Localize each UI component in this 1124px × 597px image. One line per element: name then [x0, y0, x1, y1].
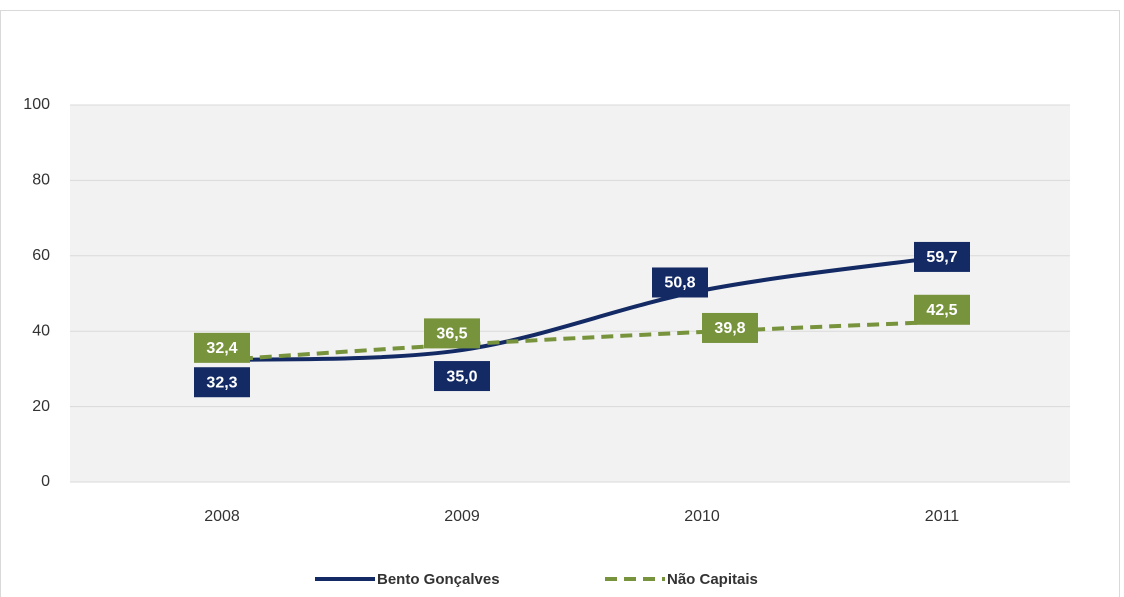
y-tick-label: 0 — [41, 473, 50, 490]
x-tick-label: 2011 — [925, 508, 960, 525]
data-label-box — [194, 332, 250, 363]
data-label: 59,7 — [926, 249, 957, 266]
data-label: 36,5 — [436, 326, 467, 343]
y-tick-label: 60 — [32, 247, 50, 264]
data-label-box — [914, 294, 970, 325]
data-label: 50,8 — [664, 275, 695, 292]
data-label-box — [194, 367, 250, 398]
legend-label: Bento Gonçalves — [377, 571, 500, 588]
data-label-box — [434, 361, 490, 392]
data-label-box — [702, 312, 758, 343]
x-tick-label: 2009 — [444, 508, 480, 525]
y-tick-label: 40 — [32, 322, 50, 339]
data-label: 32,3 — [206, 374, 237, 391]
x-tick-label: 2008 — [204, 508, 240, 525]
data-label: 42,5 — [926, 302, 957, 319]
data-label-box — [424, 318, 480, 349]
data-label: 39,8 — [714, 320, 745, 337]
data-label-box — [914, 241, 970, 272]
y-tick-label: 80 — [32, 172, 50, 189]
series-line — [221, 319, 943, 362]
y-tick-label: 20 — [32, 398, 50, 415]
legend-label: Não Capitais — [667, 571, 758, 588]
data-label: 32,4 — [206, 340, 237, 357]
series-line — [221, 254, 943, 363]
data-label: 35,0 — [446, 368, 477, 385]
y-tick-label: 100 — [23, 96, 50, 113]
x-tick-label: 2010 — [684, 508, 720, 525]
data-label-box — [652, 267, 708, 298]
plot-area — [70, 105, 1070, 482]
